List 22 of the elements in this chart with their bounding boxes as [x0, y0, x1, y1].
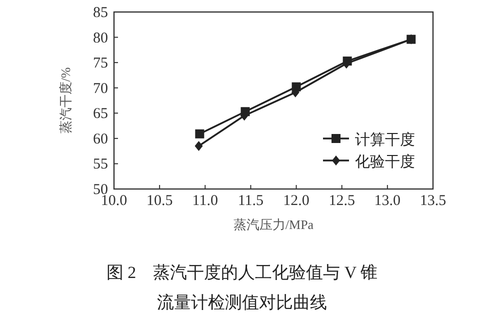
point — [194, 141, 203, 152]
y-tick-label: 85 — [93, 5, 108, 21]
y-tick-label: 75 — [93, 56, 108, 72]
text: 流量计检测值对比曲线 — [157, 293, 327, 312]
x-tick-label: 13.0 — [374, 193, 401, 209]
y-tick-label: 60 — [93, 131, 108, 148]
x-tick-label: 13.5 — [420, 193, 446, 209]
x-axis-title: 蒸汽压力/MPa — [233, 217, 314, 232]
caption: 图 2 蒸汽干度的人工化验值与 V 锥 — [106, 263, 378, 282]
legend-label: 计算干度 — [355, 132, 415, 148]
y-tick-label: 55 — [93, 156, 108, 173]
y-tick-label: 65 — [93, 106, 108, 122]
x-tick-label: 12.5 — [328, 193, 355, 209]
x-tick-label: 12.0 — [283, 193, 310, 209]
legend-label: 化验干度 — [355, 154, 415, 170]
y-tick-label: 80 — [93, 30, 108, 46]
x-tick-label: 11.5 — [238, 193, 264, 209]
x-tick-label: 10.5 — [146, 193, 173, 209]
y-axis-title: 蒸汽干度/% — [58, 67, 73, 134]
y-tick-label: 70 — [93, 80, 108, 97]
x-tick-label: 11.0 — [192, 193, 218, 209]
point — [195, 129, 204, 138]
